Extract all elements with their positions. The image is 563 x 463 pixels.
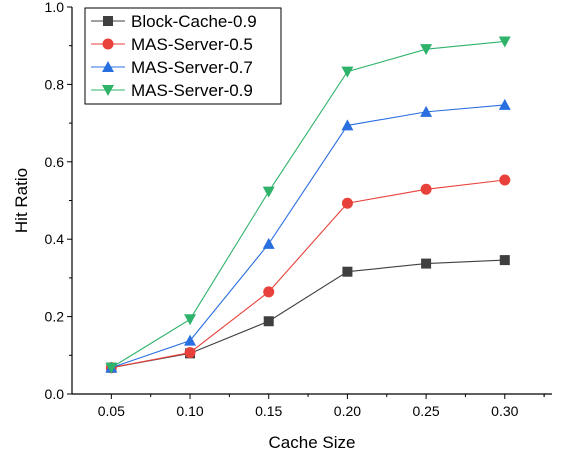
x-tick-label: 0.30: [491, 403, 518, 419]
series-line: [111, 104, 505, 369]
data-point: [498, 98, 511, 110]
axes: 0.0 0.2 0.4 0.6 0.8 1.0 0.05 0.10 0.15 0.20 0.25 0.…: [45, 0, 552, 419]
series-layer: [105, 36, 511, 374]
x-axis-title: Cache Size: [269, 433, 356, 452]
data-point: [105, 362, 118, 374]
y-tick-label: 0.8: [45, 76, 65, 92]
x-tick-label: 0.20: [334, 403, 361, 419]
data-point: [184, 314, 197, 326]
data-point: [184, 334, 197, 346]
y-tick-label: 0.4: [45, 231, 65, 247]
y-axis-title: Hit Ratio: [12, 168, 31, 233]
legend-label: MAS-Server-0.9: [131, 81, 253, 100]
data-point: [341, 119, 354, 131]
legend-label: Block-Cache-0.9: [131, 12, 257, 31]
y-tick-label: 0.0: [45, 386, 65, 402]
x-tick-label: 0.10: [176, 403, 203, 419]
legend-box: [84, 7, 282, 105]
y-tick-label: 0.2: [45, 309, 65, 325]
data-point: [499, 174, 511, 186]
data-point: [420, 105, 433, 117]
y-tick-label: 1.0: [45, 0, 65, 15]
legend: Block-Cache-0.9 MAS-Server-0.5 MAS-Server-…: [84, 7, 282, 105]
legend-marker: [102, 38, 114, 50]
data-point: [263, 316, 274, 327]
series-mas-server-0-7: [105, 98, 511, 373]
data-point: [499, 255, 510, 266]
legend-label: MAS-Server-0.5: [131, 35, 253, 54]
series-mas-server-0-5: [105, 174, 511, 374]
data-point: [184, 347, 196, 359]
data-point: [420, 183, 432, 195]
x-tick-label: 0.15: [255, 403, 282, 419]
legend-marker: [103, 16, 113, 26]
legend-label: MAS-Server-0.7: [131, 58, 253, 77]
series-mas-server-0-9: [105, 36, 511, 374]
data-point: [262, 237, 275, 249]
x-tick-label: 0.25: [412, 403, 439, 419]
series-block-cache-0-9: [106, 255, 510, 373]
data-point: [421, 258, 432, 269]
x-tick-label: 0.05: [98, 403, 125, 419]
data-point: [341, 197, 353, 209]
data-point: [420, 44, 433, 56]
legend-marker: [102, 85, 114, 96]
series-line: [111, 259, 505, 369]
data-point: [498, 36, 511, 48]
series-line: [111, 179, 505, 369]
data-point: [342, 266, 353, 277]
y-tick-label: 0.6: [45, 154, 65, 170]
data-point: [262, 186, 275, 198]
series-line: [111, 40, 505, 369]
legend-marker: [102, 61, 114, 72]
data-point: [263, 286, 275, 298]
data-point: [341, 66, 354, 78]
